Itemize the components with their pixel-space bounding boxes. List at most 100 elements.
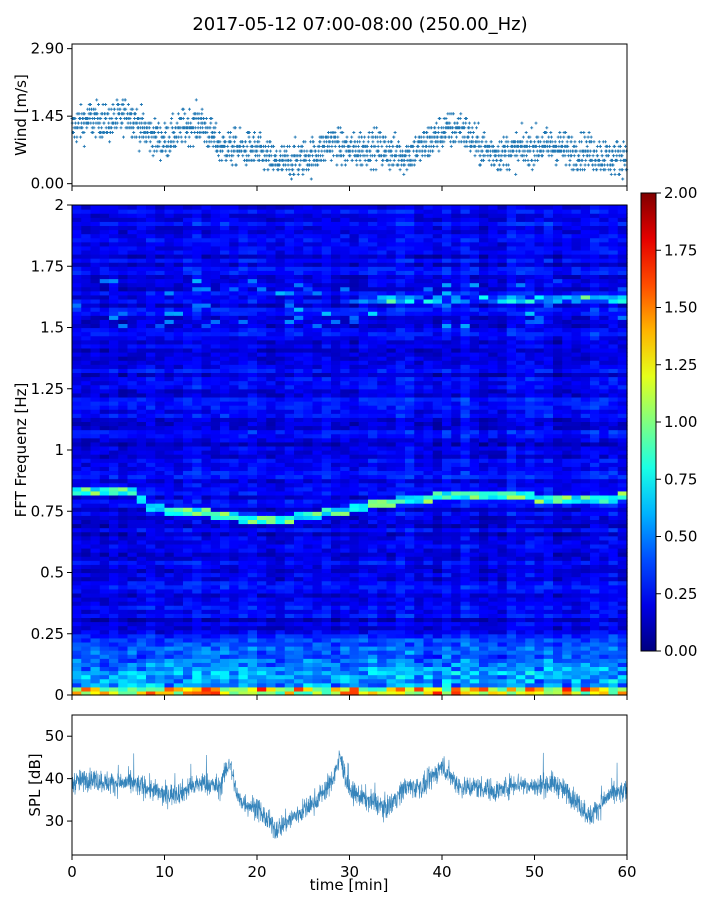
spectrogram-cell [155, 531, 166, 537]
spectrogram-cell [405, 298, 415, 304]
spectrogram-cell [247, 470, 258, 476]
spectrogram-cell [109, 258, 119, 263]
spectrogram-cell [275, 556, 286, 561]
spectrogram-cell [442, 637, 452, 643]
spectrogram-cell [146, 474, 156, 480]
spectrogram-cell [377, 621, 388, 627]
spectrogram-cell [321, 421, 332, 427]
spectrogram-cell [266, 356, 277, 361]
spectrogram-cell [303, 290, 314, 296]
spectrogram-cell [257, 478, 267, 484]
spectrogram-cell [294, 225, 304, 231]
spectrogram-cell [432, 450, 443, 455]
spectrogram-cell [275, 625, 286, 631]
spectrogram-cell [451, 470, 462, 476]
spectrogram-cell [395, 356, 406, 361]
spectrogram-cell [423, 494, 434, 500]
spectrogram-cell [81, 249, 92, 255]
spectrogram-cell [405, 499, 415, 504]
spectrogram-cell [395, 564, 406, 570]
spectrogram-cell [303, 245, 314, 251]
spectrogram-cell [136, 641, 147, 647]
spectrogram-cell [303, 356, 314, 361]
spectrogram-cell [238, 654, 249, 659]
spectrogram-cell [377, 531, 388, 537]
spectrogram-cell [201, 523, 212, 529]
spectrogram-cell [173, 205, 184, 210]
spectrogram-cell [432, 535, 443, 541]
spectrogram-cell [377, 588, 388, 594]
spectrogram-cell [247, 213, 258, 218]
spectrogram-cell [155, 229, 166, 235]
spectrogram-cell [90, 466, 101, 472]
spectrogram-cell [201, 539, 212, 545]
spectrogram-cell [81, 331, 92, 337]
spectrogram-cell [340, 421, 351, 427]
spectrogram-cell [266, 511, 277, 516]
spectrogram-cell [201, 364, 212, 369]
spectrogram-cell [423, 637, 434, 643]
spectrogram-cell [127, 278, 138, 284]
spectrogram-cell [331, 213, 341, 218]
spectrogram-cell [118, 217, 129, 222]
spectrogram-cell [414, 221, 425, 227]
spectrogram-cell [377, 445, 388, 451]
spectrogram-cell [173, 654, 184, 659]
spectrogram-cell [136, 360, 147, 365]
spectrogram-cell [349, 543, 360, 549]
spectrogram-cell [349, 633, 360, 639]
spectrogram-cell [72, 637, 82, 643]
spectrogram-cell [368, 641, 378, 647]
spectrogram-cell [294, 568, 304, 574]
spectrogram-cell [146, 519, 156, 525]
spectrogram-cell [423, 437, 434, 443]
spectrogram-cell [358, 548, 369, 553]
spectrogram-cell [183, 507, 193, 512]
spectrogram-cell [386, 237, 397, 243]
spectrogram-cell [266, 254, 277, 259]
spectrogram-cell [257, 364, 267, 369]
spectrogram-cell [257, 474, 267, 480]
spectrogram-cell [220, 507, 230, 512]
spectrogram-cell [266, 507, 277, 512]
spectrogram-cell [81, 425, 92, 431]
spectrogram-cell [432, 613, 443, 619]
spectrogram-cell [201, 380, 212, 386]
spectrogram-cell [349, 572, 360, 578]
spectrogram-cell [368, 515, 378, 521]
spectrogram-cell [294, 662, 304, 668]
spectrogram-cell [136, 503, 147, 508]
spectrogram-cell [358, 303, 369, 308]
spectrogram-cell [72, 225, 82, 231]
spectrogram-cell [321, 405, 332, 410]
spectrogram-cell [183, 339, 193, 345]
spectrogram-cell [432, 621, 443, 627]
spectrogram-cell [331, 335, 341, 341]
spectrogram-cell [349, 249, 360, 255]
spectrogram-cell [432, 372, 443, 378]
spectrogram-cell [331, 625, 341, 631]
spectrogram-cell [386, 360, 397, 365]
spectrogram-cell [312, 490, 323, 496]
spectrogram-cell [377, 552, 388, 557]
spectrogram-cell [266, 405, 277, 410]
spectrogram-cell [81, 597, 92, 602]
spectrogram-cell [340, 221, 351, 227]
spectrogram-cell [386, 515, 397, 521]
spectrogram-cell [349, 670, 360, 676]
spectrogram-cell [118, 278, 129, 284]
spectrogram-cell [442, 307, 452, 312]
spectrogram-cell [220, 245, 230, 251]
spectrogram-cell [294, 462, 304, 467]
spectrogram-cell [395, 323, 406, 329]
spectrogram-cell [423, 572, 434, 578]
spectrogram-cell [340, 511, 351, 516]
spectrogram-cell [405, 588, 415, 594]
spectrogram-cell [294, 654, 304, 659]
spectrogram-cell [146, 650, 156, 655]
spectrogram-cell [377, 209, 388, 214]
spectrogram-cell [312, 335, 323, 341]
spectrogram-cell [266, 658, 277, 663]
spectrogram-cell [72, 372, 82, 378]
spectrogram-cell [340, 425, 351, 431]
